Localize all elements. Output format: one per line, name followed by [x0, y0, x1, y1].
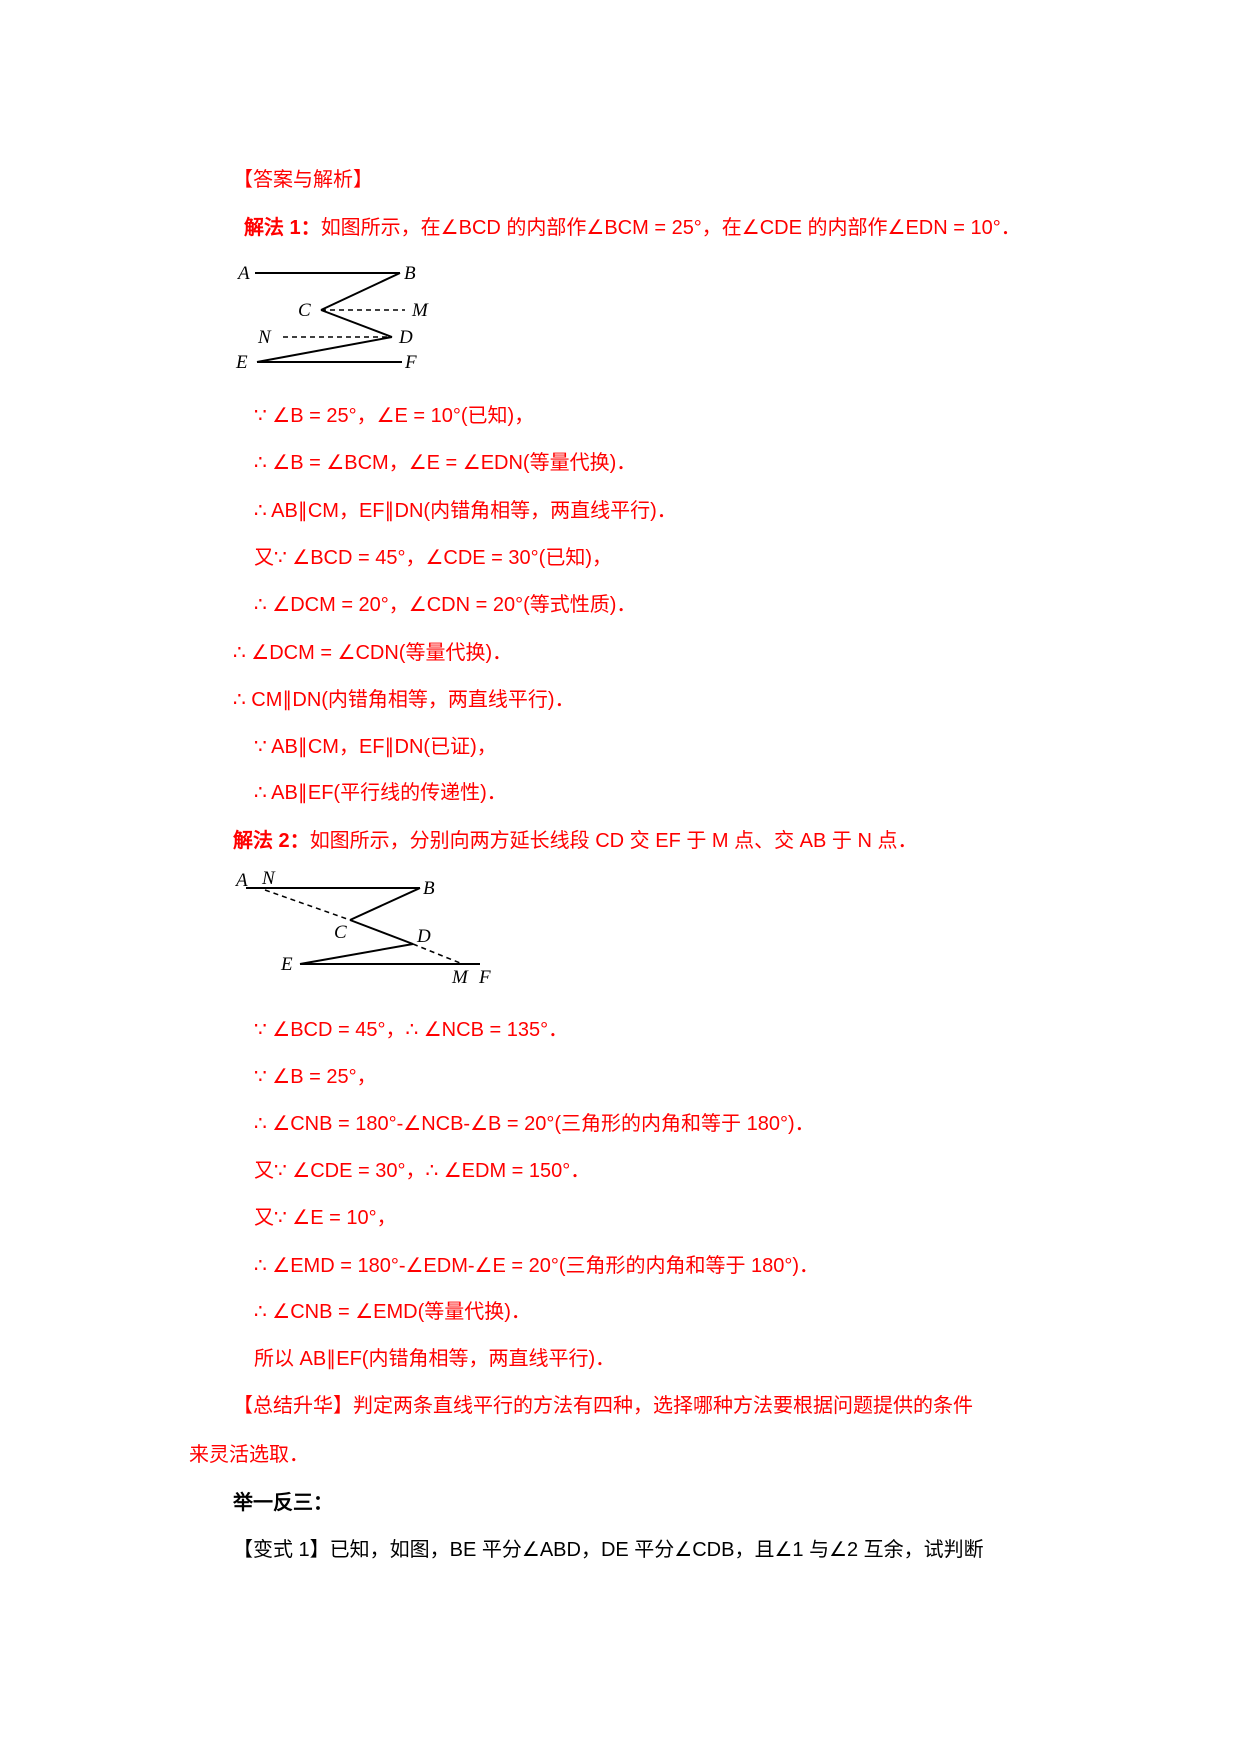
label-B: B — [423, 878, 435, 899]
summary-line-1: 【总结升华】判定两条直线平行的方法有四种，选择哪种方法要根据问题提供的条件 — [233, 1395, 973, 1417]
label-D: D — [398, 327, 413, 348]
method2-step: 又∵ ∠CDE = 30°，∴ ∠EDM = 150°． — [254, 1160, 591, 1182]
method2-intro: 解法 2：如图所示，分别向两方延长线段 CD 交 EF 于 M 点、交 AB 于… — [233, 828, 917, 854]
answer-header: 【答案与解析】 — [233, 169, 373, 191]
method1-step: ∵ ∠B = 25°，∠E = 10°(已知)， — [254, 405, 535, 427]
segment-CD — [349, 919, 414, 945]
method1-step: ∴ ∠DCM = 20°，∠CDN = 20°(等式性质)． — [254, 594, 637, 616]
segment-BC — [349, 887, 421, 921]
label-M: M — [411, 300, 429, 321]
method2-step: 又∵ ∠E = 10°， — [254, 1207, 397, 1229]
method2-step: ∵ ∠BCD = 45°，∴ ∠NCB = 135°． — [254, 1019, 569, 1041]
label-N: N — [261, 868, 276, 889]
method2-title: 解法 2： — [233, 830, 310, 852]
segment-ED — [299, 943, 414, 965]
method1-step: ∴ CM∥DN(内错角相等，两直线平行)． — [233, 689, 575, 711]
label-A: A — [236, 263, 250, 284]
method2-step: ∴ ∠CNB = ∠EMD(等量代换)． — [254, 1301, 531, 1323]
label-F: F — [404, 352, 417, 373]
label-C: C — [334, 922, 347, 943]
method2-step: ∴ ∠CNB = 180°-∠NCB-∠B = 20°(三角形的内角和等于 18… — [254, 1113, 815, 1135]
segment-NC — [264, 889, 351, 921]
label-D: D — [416, 926, 431, 947]
method1-step: ∴ ∠B = ∠BCM，∠E = ∠EDN(等量代换)． — [254, 452, 637, 474]
method1-step: ∴ AB∥CM，EF∥DN(内错角相等，两直线平行)． — [254, 500, 677, 522]
method1-intro: 解法 1：如图所示，在∠BCD 的内部作∠BCM = 25°，在∠CDE 的内部… — [244, 215, 1021, 241]
summary-line-2: 来灵活选取． — [189, 1444, 309, 1466]
variant-1-text: 【变式 1】已知，如图，BE 平分∠ABD，DE 平分∠CDB，且∠1 与∠2 … — [233, 1539, 984, 1561]
label-M: M — [451, 967, 469, 988]
method1-step: ∴ AB∥EF(平行线的传递性)． — [254, 782, 507, 804]
segment-ED — [256, 336, 393, 363]
label-E: E — [235, 352, 248, 373]
method1-step: 又∵ ∠BCD = 45°，∠CDE = 30°(已知)， — [254, 547, 612, 569]
segment-BC — [320, 272, 401, 311]
method1-intro-text: 如图所示，在∠BCD 的内部作∠BCM = 25°，在∠CDE 的内部作∠EDN… — [320, 217, 1021, 239]
practice-title: 举一反三： — [233, 1492, 333, 1514]
method1-step: ∵ AB∥CM，EF∥DN(已证)， — [254, 736, 497, 758]
method1-title: 解法 1： — [244, 217, 321, 239]
method2-step: ∴ ∠EMD = 180°-∠EDM-∠E = 20°(三角形的内角和等于 18… — [254, 1255, 820, 1277]
method2-step: ∵ ∠B = 25°， — [254, 1066, 377, 1088]
method1-step: ∴ ∠DCM = ∠CDN(等量代换)． — [233, 642, 513, 664]
label-B: B — [404, 263, 416, 284]
label-C: C — [298, 300, 311, 321]
method2-intro-text: 如图所示，分别向两方延长线段 CD 交 EF 于 M 点、交 AB 于 N 点． — [309, 830, 918, 852]
label-F: F — [478, 967, 491, 988]
label-N: N — [257, 327, 272, 348]
label-A: A — [234, 870, 248, 891]
label-E: E — [280, 954, 293, 975]
diagram-1: A B C M N D E F — [235, 263, 429, 373]
segment-CD — [320, 309, 393, 338]
method2-step: 所以 AB∥EF(内错角相等，两直线平行)． — [254, 1348, 616, 1370]
diagram-2: A N B C D E M F — [234, 868, 491, 988]
